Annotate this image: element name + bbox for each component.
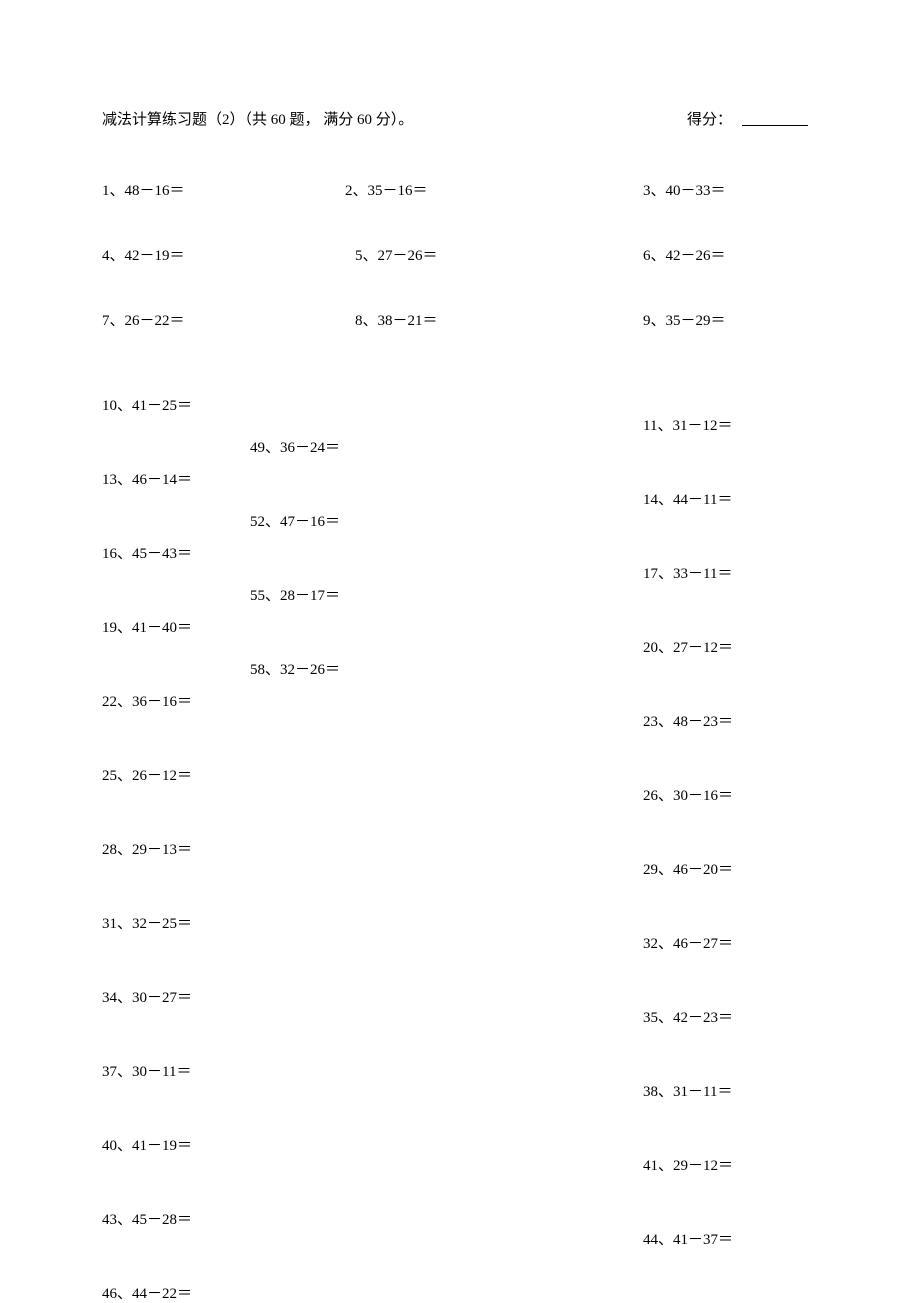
score-label: 得分： — [687, 108, 732, 129]
problem-item: 4、42－19＝ — [102, 244, 185, 265]
problem-item: 35、42－23＝ — [643, 1006, 733, 1027]
problem-item: 9、35－29＝ — [643, 309, 726, 330]
problem-item: 13、46－14＝ — [102, 468, 192, 489]
score-area: 得分： — [687, 108, 818, 129]
problem-item: 16、45－43＝ — [102, 542, 192, 563]
problem-item: 10、41－25＝ — [102, 394, 192, 415]
problem-item: 19、41－40＝ — [102, 616, 192, 637]
problem-item: 3、40－33＝ — [643, 179, 726, 200]
problem-item: 44、41－37＝ — [643, 1228, 733, 1249]
problem-item: 17、33－11＝ — [643, 562, 732, 583]
problem-item: 7、26－22＝ — [102, 309, 185, 330]
problem-item: 8、38－21＝ — [355, 309, 438, 330]
problem-item: 22、36－16＝ — [102, 690, 192, 711]
problem-item: 20、27－12＝ — [643, 636, 733, 657]
problem-item: 6、42－26＝ — [643, 244, 726, 265]
problem-item: 5、27－26＝ — [355, 244, 438, 265]
problem-item: 29、46－20＝ — [643, 858, 733, 879]
problem-item: 11、31－12＝ — [643, 414, 732, 435]
header: 减法计算练习题（2）（共 60 题， 满分 60 分）。 得分： — [102, 108, 818, 129]
problem-item: 34、30－27＝ — [102, 986, 192, 1007]
problem-item: 37、30－11＝ — [102, 1060, 191, 1081]
score-line — [742, 108, 808, 126]
problem-item: 32、46－27＝ — [643, 932, 733, 953]
page-title: 减法计算练习题（2）（共 60 题， 满分 60 分）。 — [102, 108, 413, 129]
problem-item: 46、44－22＝ — [102, 1282, 192, 1303]
problem-item: 55、28－17＝ — [250, 584, 340, 605]
problem-item: 14、44－11＝ — [643, 488, 732, 509]
problem-item: 28、29－13＝ — [102, 838, 192, 859]
problem-item: 25、26－12＝ — [102, 764, 192, 785]
problem-item: 58、32－26＝ — [250, 658, 340, 679]
problem-item: 2、35－16＝ — [345, 179, 428, 200]
problem-item: 23、48－23＝ — [643, 710, 733, 731]
problem-item: 41、29－12＝ — [643, 1154, 733, 1175]
problem-item: 43、45－28＝ — [102, 1208, 192, 1229]
problem-item: 49、36－24＝ — [250, 436, 340, 457]
problem-item: 52、47－16＝ — [250, 510, 340, 531]
problem-item: 38、31－11＝ — [643, 1080, 732, 1101]
problem-item: 31、32－25＝ — [102, 912, 192, 933]
problem-item: 1、48－16＝ — [102, 179, 185, 200]
problem-item: 40、41－19＝ — [102, 1134, 192, 1155]
problem-item: 26、30－16＝ — [643, 784, 733, 805]
